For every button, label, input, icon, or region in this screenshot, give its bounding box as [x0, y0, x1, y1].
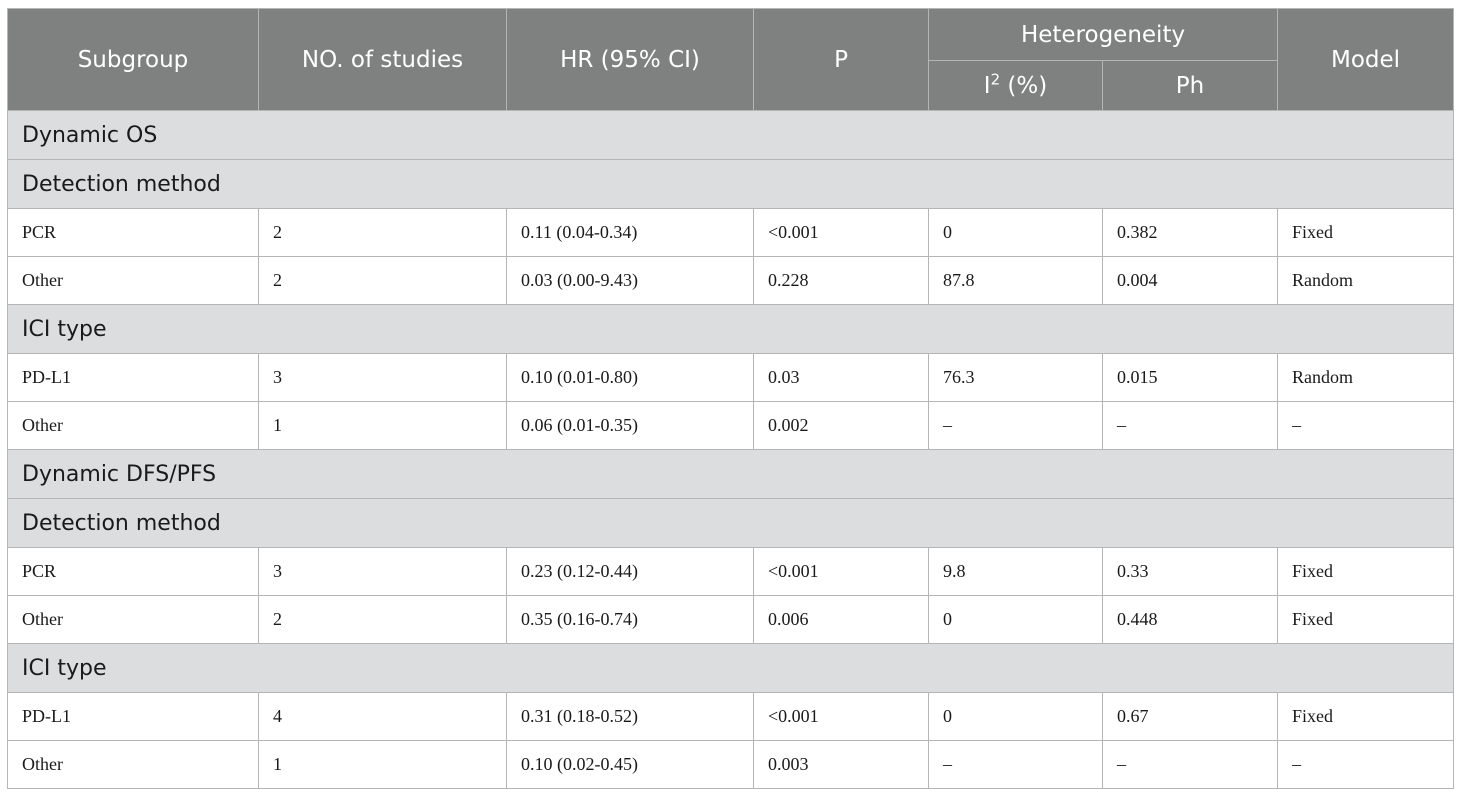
cell-hr: 0.23 (0.12-0.44) — [506, 547, 754, 596]
header-i2-base: I — [983, 72, 991, 99]
cell-ph: – — [1101, 401, 1279, 450]
table-row: PCR 2 0.11 (0.04-0.34) <0.001 0 0.382 Fixed — [7, 208, 1455, 257]
section-label: Detection method — [6, 159, 1455, 209]
header-hr-95-ci: HR (95% CI) — [506, 8, 754, 111]
section-label: ICI type — [6, 304, 1455, 354]
table-row: Other 2 0.03 (0.00-9.43) 0.228 87.8 0.004 Rand… — [7, 256, 1455, 305]
section-label: ICI type — [6, 643, 1455, 693]
cell-hr: 0.10 (0.02-0.45) — [506, 740, 754, 789]
cell-studies: 3 — [258, 353, 507, 402]
cell-studies: 2 — [258, 256, 507, 305]
cell-ph: – — [1101, 740, 1279, 789]
cell-hr: 0.06 (0.01-0.35) — [506, 401, 754, 450]
header-heterogeneity: Heterogeneity — [927, 8, 1279, 61]
table-row: PCR 3 0.23 (0.12-0.44) <0.001 9.8 0.33 Fixed — [7, 547, 1455, 596]
cell-subgroup: Other — [7, 740, 259, 789]
cell-model: – — [1277, 401, 1455, 450]
table-body: Dynamic OS Detection method PCR 2 0.11 (0.04… — [6, 110, 1455, 789]
cell-p: <0.001 — [753, 547, 929, 596]
cell-studies: 2 — [258, 595, 507, 644]
header-i2-unit: (%) — [1000, 72, 1048, 99]
cell-ph: 0.004 — [1101, 256, 1279, 305]
cell-model: – — [1277, 740, 1455, 789]
header-subgroup: Subgroup — [7, 8, 259, 111]
header-no-of-studies: NO. of studies — [258, 8, 507, 111]
cell-subgroup: Other — [7, 595, 259, 644]
section-label: Dynamic DFS/PFS — [6, 449, 1455, 499]
section-header-row: ICI type — [6, 304, 1455, 354]
header-model: Model — [1277, 8, 1455, 111]
section-header-row: Dynamic DFS/PFS — [6, 449, 1455, 499]
cell-studies: 4 — [258, 692, 507, 741]
section-header-row: ICI type — [6, 643, 1455, 693]
cell-studies: 3 — [258, 547, 507, 596]
cell-model: Random — [1277, 353, 1455, 402]
cell-subgroup: PD-L1 — [7, 353, 259, 402]
cell-ph: 0.33 — [1101, 547, 1279, 596]
cell-i2: 0 — [928, 692, 1103, 741]
cell-studies: 1 — [258, 401, 507, 450]
cell-i2: 76.3 — [928, 353, 1103, 402]
cell-hr: 0.35 (0.16-0.74) — [506, 595, 754, 644]
cell-i2: 9.8 — [928, 547, 1103, 596]
table-row: PD-L1 3 0.10 (0.01-0.80) 0.03 76.3 0.015 Rando… — [7, 353, 1455, 402]
cell-p: <0.001 — [753, 208, 929, 257]
cell-ph: 0.448 — [1101, 595, 1279, 644]
cell-i2: – — [928, 401, 1103, 450]
cell-p: 0.003 — [753, 740, 929, 789]
cell-model: Fixed — [1277, 595, 1455, 644]
cell-model: Random — [1277, 256, 1455, 305]
cell-i2: 0 — [928, 208, 1103, 257]
cell-subgroup: Other — [7, 256, 259, 305]
header-i2: I2 (%) — [928, 60, 1103, 111]
cell-subgroup: PD-L1 — [7, 692, 259, 741]
section-header-row: Detection method — [6, 498, 1455, 548]
cell-i2: 0 — [928, 595, 1103, 644]
table-header: Subgroup NO. of studies HR (95% CI) P He… — [7, 8, 1455, 111]
cell-subgroup: PCR — [7, 208, 259, 257]
cell-p: 0.03 — [753, 353, 929, 402]
cell-ph: 0.382 — [1101, 208, 1279, 257]
header-p: P — [753, 8, 929, 111]
header-i2-superscript: 2 — [990, 69, 1001, 88]
cell-i2: – — [928, 740, 1103, 789]
subgroup-analysis-table: Subgroup NO. of studies HR (95% CI) P He… — [6, 8, 1455, 789]
section-label: Dynamic OS — [6, 110, 1455, 160]
cell-i2: 87.8 — [928, 256, 1103, 305]
cell-hr: 0.31 (0.18-0.52) — [506, 692, 754, 741]
cell-p: 0.006 — [753, 595, 929, 644]
cell-subgroup: Other — [7, 401, 259, 450]
section-label: Detection method — [6, 498, 1455, 548]
cell-ph: 0.015 — [1101, 353, 1279, 402]
cell-model: Fixed — [1277, 692, 1455, 741]
cell-ph: 0.67 — [1101, 692, 1279, 741]
table-row: Other 1 0.06 (0.01-0.35) 0.002– – – — [7, 401, 1455, 450]
cell-model: Fixed — [1277, 547, 1455, 596]
header-ph: Ph — [1101, 60, 1279, 111]
cell-subgroup: PCR — [7, 547, 259, 596]
cell-hr: 0.03 (0.00-9.43) — [506, 256, 754, 305]
cell-model: Fixed — [1277, 208, 1455, 257]
cell-hr: 0.10 (0.01-0.80) — [506, 353, 754, 402]
table-row: Other 2 0.35 (0.16-0.74) 0.006 0 0.448 Fixed — [7, 595, 1455, 644]
section-header-row: Detection method — [6, 159, 1455, 209]
cell-studies: 1 — [258, 740, 507, 789]
table-row: PD-L1 4 0.31 (0.18-0.52) <0.001 0 0.67 Fixed — [7, 692, 1455, 741]
cell-studies: 2 — [258, 208, 507, 257]
cell-p: 0.228 — [753, 256, 929, 305]
cell-p: 0.002 — [753, 401, 929, 450]
table-row: Other 1 0.10 (0.02-0.45) 0.003– – – — [7, 740, 1455, 789]
cell-hr: 0.11 (0.04-0.34) — [506, 208, 754, 257]
cell-p: <0.001 — [753, 692, 929, 741]
section-header-row: Dynamic OS — [6, 110, 1455, 160]
